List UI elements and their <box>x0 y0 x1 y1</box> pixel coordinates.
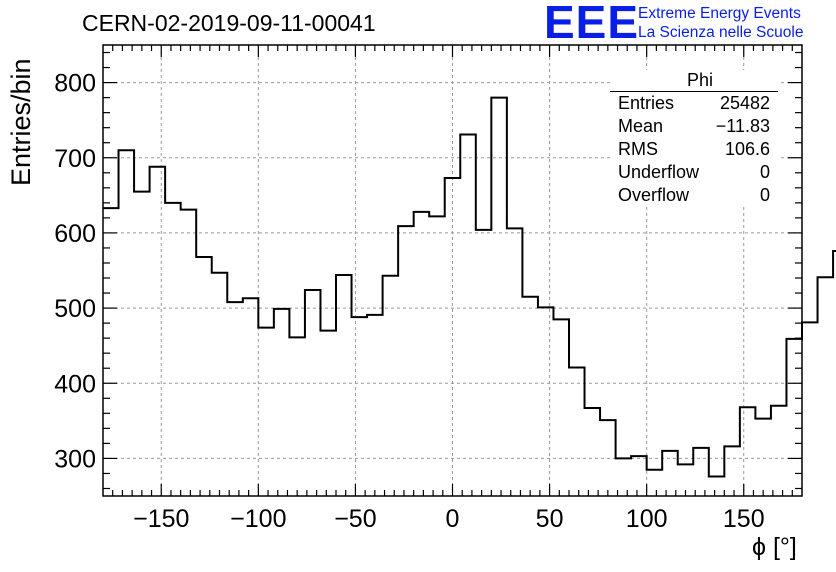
logo-line-2: La Scienza nelle Scuole <box>638 24 804 41</box>
stats-title: Phi <box>610 70 778 92</box>
x-tick-label: −150 <box>133 505 189 533</box>
stats-label: Underflow <box>618 162 700 182</box>
x-tick-label: −50 <box>334 505 376 533</box>
eee-logo-text: Extreme Energy Events La Scienza nelle S… <box>638 4 803 42</box>
stats-label: Overflow <box>618 185 690 205</box>
y-tick-label: 700 <box>54 145 96 173</box>
stats-label: RMS <box>618 139 658 159</box>
x-tick-label: 50 <box>536 505 564 533</box>
x-tick-label: 0 <box>446 505 460 533</box>
stats-label: Entries <box>618 93 675 113</box>
stats-row: Entries 25482 <box>610 92 778 115</box>
y-tick-label: 800 <box>54 70 96 98</box>
y-tick-label: 400 <box>54 370 96 398</box>
stats-value: 0 <box>759 185 770 205</box>
x-tick-label: 150 <box>723 505 765 533</box>
run-title: CERN-02-2019-09-11-00041 <box>82 10 376 36</box>
stats-value: 0 <box>759 162 770 182</box>
logo-line-1: Extreme Energy Events <box>638 5 801 22</box>
grid-lines <box>103 45 802 496</box>
histogram-series <box>103 96 836 478</box>
stats-label: Mean <box>618 116 664 136</box>
y-tick-label: 600 <box>54 220 96 248</box>
axis-ticks <box>103 45 802 496</box>
stats-row: Underflow 0 <box>610 161 778 184</box>
stats-value: 25482 <box>719 93 770 113</box>
x-axis-label: ϕ [°] <box>752 533 797 561</box>
stats-row: Mean −11.83 <box>610 115 778 138</box>
eee-logo-mark: EEE <box>544 0 640 48</box>
stats-row: Overflow 0 <box>610 184 778 207</box>
stats-row: RMS 106.6 <box>610 138 778 161</box>
tick-labels: −150 −100 −50 0 50 100 150 300 400 500 600 700 800 <box>54 70 764 533</box>
y-tick-label: 500 <box>54 295 96 323</box>
x-tick-label: 100 <box>626 505 668 533</box>
y-tick-label: 300 <box>54 445 96 473</box>
stats-value: 106.6 <box>724 139 770 159</box>
x-tick-label: −100 <box>230 505 286 533</box>
stats-value: −11.83 <box>715 116 770 136</box>
stats-box: Phi Entries 25482 Mean −11.83 RMS 106.6 … <box>610 70 778 207</box>
y-axis-label: Entries/bin <box>6 58 36 186</box>
